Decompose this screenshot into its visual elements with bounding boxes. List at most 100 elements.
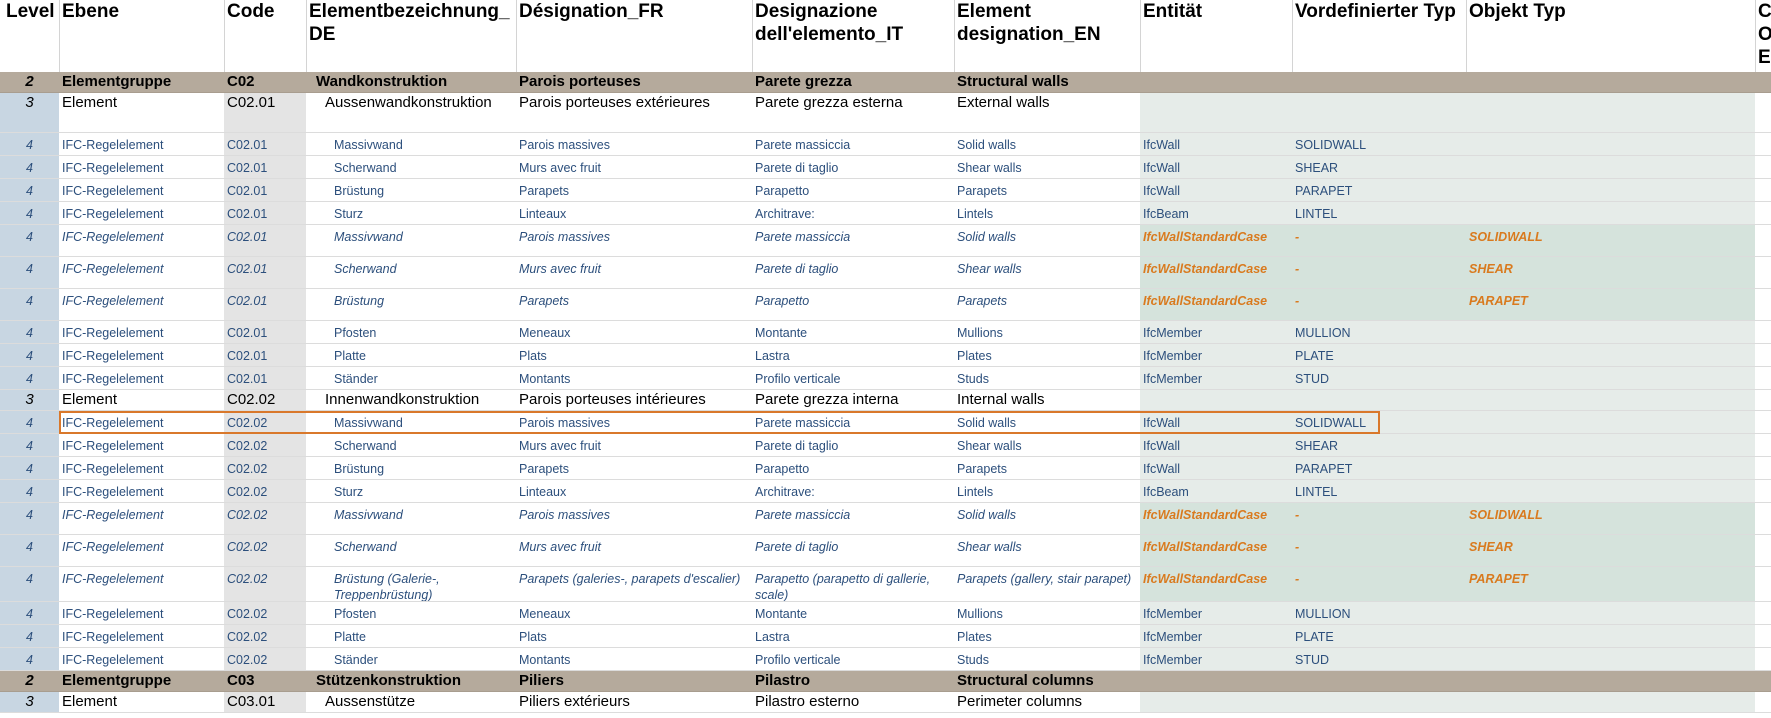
cell-fr[interactable]: Parapets (galeries-, parapets d'escalier… bbox=[516, 567, 752, 602]
cell-objtype[interactable] bbox=[1466, 692, 1755, 713]
cell-entity[interactable] bbox=[1140, 692, 1292, 713]
cell-level[interactable]: 4 bbox=[0, 503, 59, 535]
cell-en[interactable]: Mullions bbox=[954, 321, 1140, 344]
column-header-objtype[interactable]: Objekt Typ bbox=[1466, 0, 1755, 72]
cell-predef[interactable]: PLATE bbox=[1292, 625, 1466, 648]
cell-level[interactable]: 4 bbox=[0, 257, 59, 289]
cell-it[interactable]: Parete massiccia bbox=[752, 225, 954, 257]
cell-level[interactable]: 4 bbox=[0, 411, 59, 434]
cell-code[interactable]: C03 bbox=[224, 671, 306, 692]
cell-it[interactable]: Parete grezza bbox=[752, 72, 954, 93]
cell-fr[interactable]: Montants bbox=[516, 367, 752, 390]
cell-fr[interactable]: Plats bbox=[516, 344, 752, 367]
cell-code[interactable]: C02.01 bbox=[224, 179, 306, 202]
cell-ebene[interactable]: Elementgruppe bbox=[59, 72, 224, 93]
cell-objtype[interactable] bbox=[1466, 133, 1755, 156]
cell-en[interactable]: Parapets bbox=[954, 457, 1140, 480]
cell-objtype[interactable] bbox=[1466, 321, 1755, 344]
cell-de[interactable]: Scherwand bbox=[306, 257, 516, 289]
cell-cut[interactable] bbox=[1755, 390, 1771, 411]
cell-en[interactable]: Lintels bbox=[954, 202, 1140, 225]
cell-fr[interactable]: Piliers bbox=[516, 671, 752, 692]
cell-code[interactable]: C02.02 bbox=[224, 602, 306, 625]
cell-ebene[interactable]: IFC-Regelelement bbox=[59, 321, 224, 344]
cell-predef[interactable]: - bbox=[1292, 567, 1466, 602]
cell-it[interactable]: Parete di taglio bbox=[752, 156, 954, 179]
cell-code[interactable]: C02.01 bbox=[224, 367, 306, 390]
cell-entity[interactable]: IfcWall bbox=[1140, 457, 1292, 480]
cell-level[interactable]: 4 bbox=[0, 457, 59, 480]
cell-entity[interactable]: IfcBeam bbox=[1140, 202, 1292, 225]
cell-entity[interactable]: IfcWallStandardCase bbox=[1140, 567, 1292, 602]
cell-entity[interactable]: IfcWall bbox=[1140, 434, 1292, 457]
cell-level[interactable]: 4 bbox=[0, 625, 59, 648]
cell-entity[interactable] bbox=[1140, 671, 1292, 692]
cell-en[interactable]: Structural columns bbox=[954, 671, 1140, 692]
cell-objtype[interactable] bbox=[1466, 434, 1755, 457]
cell-entity[interactable]: IfcWallStandardCase bbox=[1140, 225, 1292, 257]
cell-cut[interactable] bbox=[1755, 671, 1771, 692]
cell-objtype[interactable] bbox=[1466, 344, 1755, 367]
cell-level[interactable]: 4 bbox=[0, 535, 59, 567]
cell-ebene[interactable]: IFC-Regelelement bbox=[59, 602, 224, 625]
cell-cut[interactable] bbox=[1755, 457, 1771, 480]
cell-level[interactable]: 4 bbox=[0, 289, 59, 321]
cell-de[interactable]: Pfosten bbox=[306, 321, 516, 344]
cell-de[interactable]: Ständer bbox=[306, 648, 516, 671]
cell-predef[interactable]: - bbox=[1292, 289, 1466, 321]
cell-ebene[interactable]: IFC-Regelelement bbox=[59, 156, 224, 179]
cell-fr[interactable]: Murs avec fruit bbox=[516, 257, 752, 289]
cell-de[interactable]: Sturz bbox=[306, 480, 516, 503]
cell-level[interactable]: 4 bbox=[0, 567, 59, 602]
cell-it[interactable]: Lastra bbox=[752, 625, 954, 648]
cell-entity[interactable]: IfcMember bbox=[1140, 648, 1292, 671]
cell-objtype[interactable] bbox=[1466, 411, 1755, 434]
cell-objtype[interactable]: SHEAR bbox=[1466, 535, 1755, 567]
cell-fr[interactable]: Piliers extérieurs bbox=[516, 692, 752, 713]
cell-it[interactable]: Parete massiccia bbox=[752, 133, 954, 156]
cell-level[interactable]: 4 bbox=[0, 225, 59, 257]
cell-objtype[interactable]: SOLIDWALL bbox=[1466, 503, 1755, 535]
cell-de[interactable]: Aussenstütze bbox=[306, 692, 516, 713]
cell-code[interactable]: C02.02 bbox=[224, 503, 306, 535]
cell-level[interactable]: 4 bbox=[0, 648, 59, 671]
cell-code[interactable]: C02.01 bbox=[224, 321, 306, 344]
cell-de[interactable]: Pfosten bbox=[306, 602, 516, 625]
cell-objtype[interactable] bbox=[1466, 480, 1755, 503]
cell-it[interactable]: Parapetto bbox=[752, 457, 954, 480]
cell-predef[interactable] bbox=[1292, 72, 1466, 93]
cell-entity[interactable] bbox=[1140, 93, 1292, 133]
cell-it[interactable]: Montante bbox=[752, 602, 954, 625]
cell-entity[interactable]: IfcWallStandardCase bbox=[1140, 503, 1292, 535]
cell-fr[interactable]: Parois porteuses extérieures bbox=[516, 93, 752, 133]
cell-ebene[interactable]: IFC-Regelelement bbox=[59, 202, 224, 225]
cell-entity[interactable]: IfcMember bbox=[1140, 625, 1292, 648]
cell-en[interactable]: Plates bbox=[954, 344, 1140, 367]
cell-ebene[interactable]: IFC-Regelelement bbox=[59, 457, 224, 480]
cell-ebene[interactable]: Element bbox=[59, 390, 224, 411]
cell-code[interactable]: C02.01 bbox=[224, 202, 306, 225]
cell-it[interactable]: Architrave: bbox=[752, 480, 954, 503]
cell-cut[interactable] bbox=[1755, 480, 1771, 503]
cell-ebene[interactable]: IFC-Regelelement bbox=[59, 567, 224, 602]
cell-ebene[interactable]: Element bbox=[59, 692, 224, 713]
cell-code[interactable]: C02.02 bbox=[224, 648, 306, 671]
cell-de[interactable]: Scherwand bbox=[306, 156, 516, 179]
cell-cut[interactable] bbox=[1755, 257, 1771, 289]
cell-entity[interactable] bbox=[1140, 390, 1292, 411]
cell-predef[interactable]: STUD bbox=[1292, 648, 1466, 671]
cell-de[interactable]: Ständer bbox=[306, 367, 516, 390]
cell-ebene[interactable]: Element bbox=[59, 93, 224, 133]
cell-cut[interactable] bbox=[1755, 321, 1771, 344]
cell-predef[interactable]: SHEAR bbox=[1292, 156, 1466, 179]
column-header-cut[interactable]: C O E bbox=[1755, 0, 1771, 72]
cell-fr[interactable]: Linteaux bbox=[516, 202, 752, 225]
cell-de[interactable]: Massivwand bbox=[306, 411, 516, 434]
cell-en[interactable]: Mullions bbox=[954, 602, 1140, 625]
cell-cut[interactable] bbox=[1755, 567, 1771, 602]
cell-it[interactable]: Parete grezza esterna bbox=[752, 93, 954, 133]
cell-de[interactable]: Scherwand bbox=[306, 535, 516, 567]
column-header-code[interactable]: Code bbox=[224, 0, 306, 72]
cell-it[interactable]: Parapetto bbox=[752, 179, 954, 202]
